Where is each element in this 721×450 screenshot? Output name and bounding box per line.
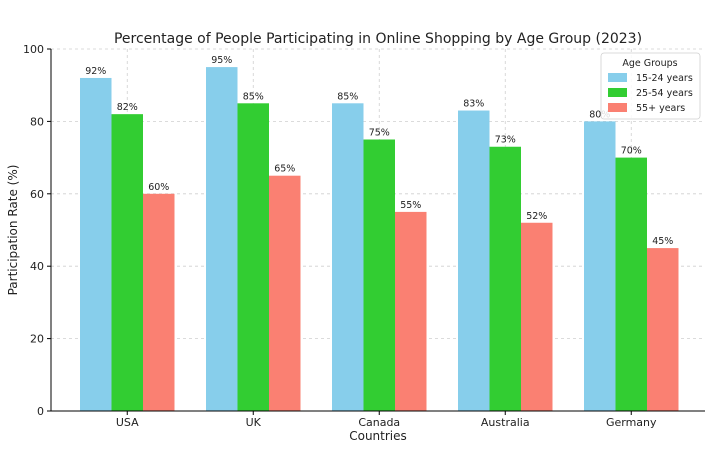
data-label: 45% bbox=[652, 236, 673, 247]
data-label: 92% bbox=[85, 66, 106, 77]
y-tick-label: 60 bbox=[30, 188, 44, 201]
x-tick-label: Canada bbox=[358, 416, 400, 429]
data-label: 82% bbox=[117, 102, 138, 113]
data-label: 55% bbox=[400, 200, 421, 211]
bar bbox=[143, 193, 175, 411]
y-axis-label: Participation Rate (%) bbox=[6, 165, 20, 296]
bars-layer bbox=[80, 67, 679, 412]
chart-title: Percentage of People Participating in On… bbox=[114, 31, 642, 47]
data-label: 85% bbox=[243, 91, 264, 102]
legend-title: Age Groups bbox=[622, 58, 677, 69]
data-label: 70% bbox=[621, 146, 642, 157]
x-tick-label: Germany bbox=[606, 416, 657, 429]
legend-items: 15-24 years 25-54 years 55+ years bbox=[608, 73, 693, 114]
legend-swatch bbox=[608, 103, 627, 112]
y-tick-label: 40 bbox=[30, 260, 44, 273]
x-tick-label: Australia bbox=[481, 416, 530, 429]
data-label: 75% bbox=[369, 128, 390, 139]
legend-swatch bbox=[608, 88, 627, 97]
x-axis-label: Countries bbox=[349, 429, 407, 443]
y-tick-label: 0 bbox=[37, 405, 44, 418]
legend-entry: 55+ years bbox=[636, 103, 685, 114]
data-labels-layer: 92% 82% 60% 95% 85% 65% 85% 75% 55% 83% 73% 52% 80% 7… bbox=[85, 55, 673, 247]
data-label: 73% bbox=[495, 135, 516, 146]
legend-entry: 25-54 years bbox=[636, 88, 693, 99]
bar bbox=[269, 175, 301, 411]
legend: Age Groups 15-24 years 25-54 years 55+ yea… bbox=[600, 52, 701, 120]
ticks-layer: 0 20 40 60 80 100 USA UK Canada Australia Germany bbox=[23, 43, 657, 429]
y-tick-label: 80 bbox=[30, 115, 44, 128]
bar bbox=[237, 103, 269, 412]
bar bbox=[647, 248, 679, 411]
bar bbox=[363, 139, 395, 411]
x-tick-label: USA bbox=[116, 416, 139, 429]
data-label: 83% bbox=[463, 99, 484, 110]
bar bbox=[458, 110, 490, 411]
bar bbox=[584, 121, 616, 412]
y-tick-label: 100 bbox=[23, 43, 44, 56]
bar bbox=[521, 222, 553, 411]
legend-swatch bbox=[608, 73, 627, 82]
y-tick-label: 20 bbox=[30, 333, 44, 346]
bar bbox=[111, 114, 143, 411]
data-label: 80% bbox=[589, 109, 610, 120]
data-label: 65% bbox=[274, 164, 295, 175]
bar bbox=[489, 146, 521, 412]
bar bbox=[615, 157, 647, 411]
bar bbox=[395, 211, 427, 411]
bar bbox=[80, 77, 112, 412]
legend-frame bbox=[600, 52, 701, 120]
bar bbox=[332, 103, 364, 412]
bar bbox=[206, 67, 238, 411]
legend-entry: 15-24 years bbox=[636, 73, 693, 84]
data-label: 60% bbox=[148, 182, 169, 193]
data-label: 85% bbox=[337, 91, 358, 102]
data-label: 95% bbox=[211, 55, 232, 66]
axes-layer bbox=[50, 49, 705, 412]
data-label: 52% bbox=[526, 211, 547, 222]
x-tick-label: UK bbox=[246, 416, 262, 429]
